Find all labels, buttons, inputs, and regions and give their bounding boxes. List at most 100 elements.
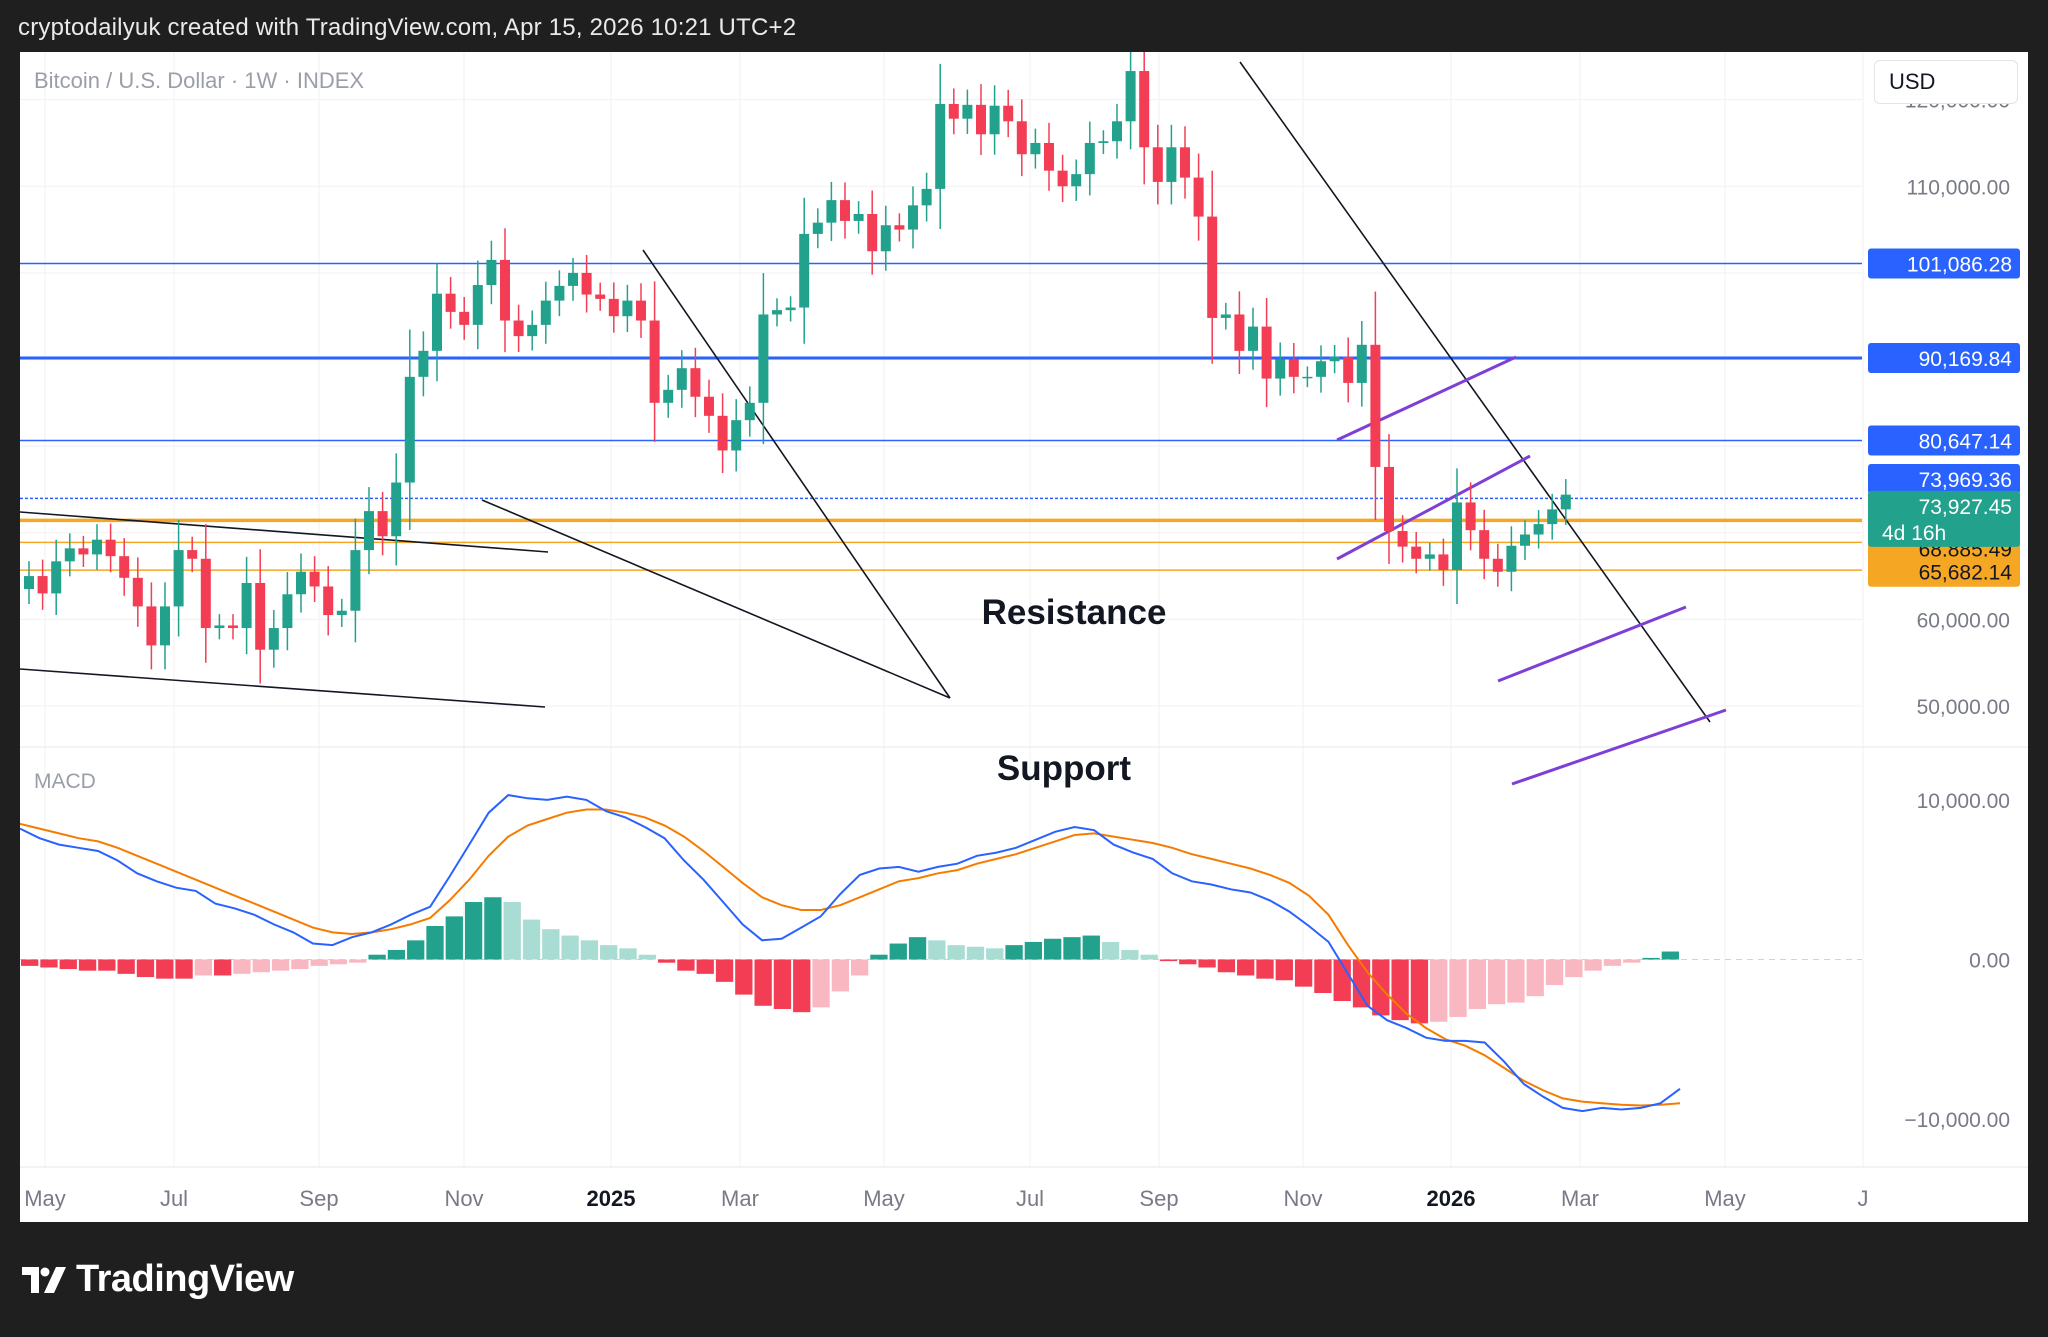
candle — [282, 572, 293, 651]
candle — [1207, 170, 1218, 364]
macd-histogram-bar — [1024, 941, 1043, 960]
time-tick-label: Nov — [444, 1186, 483, 1211]
macd-histogram-bar — [1275, 959, 1293, 981]
candle — [37, 559, 48, 610]
candle — [500, 228, 510, 353]
candle-body — [51, 561, 62, 594]
time-tick-label: May — [24, 1186, 66, 1211]
candle — [527, 310, 538, 351]
candlestick-chart[interactable]: MACD 10,000.00 0.00 −10,000.00 Resistance Su… — [20, 52, 2028, 1222]
candle — [1384, 434, 1394, 564]
candle-body — [1057, 170, 1068, 187]
candle — [160, 582, 170, 670]
candle — [391, 453, 402, 566]
candle-body — [1030, 142, 1041, 155]
candle — [1139, 52, 1150, 185]
candle — [1166, 124, 1177, 205]
candle — [812, 208, 823, 249]
candle-body — [1125, 71, 1136, 122]
candle-body — [690, 368, 701, 397]
candle-body — [1547, 509, 1558, 525]
last-price-tag-countdown: 4d 16h — [1882, 522, 1946, 545]
level-tag-2: 80,647.14 — [1919, 431, 2013, 454]
macd-histogram-bar — [310, 959, 328, 966]
candle — [1248, 307, 1258, 370]
macd-histogram-bar — [214, 959, 232, 976]
candle — [364, 487, 374, 575]
macd-histogram-bar — [252, 959, 270, 973]
candle — [554, 270, 565, 317]
macd-histogram-bar — [735, 959, 753, 995]
candle-body — [500, 259, 510, 321]
macd-histogram-bar — [1410, 959, 1429, 1024]
macd-histogram-bar — [1391, 959, 1409, 1021]
macd-histogram-bar — [851, 959, 869, 976]
candle — [649, 281, 660, 443]
candle-body — [1152, 147, 1163, 182]
candle — [92, 524, 102, 570]
candle-body — [486, 259, 497, 286]
horizontal-levels — [20, 262, 1862, 571]
candle — [1329, 345, 1340, 374]
candle — [676, 350, 687, 408]
macd-histogram-bar — [754, 959, 772, 1006]
candle — [622, 284, 633, 333]
candles — [24, 52, 1571, 684]
candle-body — [1411, 546, 1422, 559]
macd-histogram-bar — [407, 940, 425, 960]
time-tick-label: Mar — [721, 1186, 759, 1211]
candle — [268, 610, 279, 668]
level-tag-6-bg — [1868, 556, 2020, 587]
candle — [377, 491, 388, 556]
macd-histogram-bar — [657, 959, 676, 963]
candle-body — [296, 571, 306, 595]
macd-histogram-bar — [1603, 959, 1622, 966]
macd-histogram-bar — [561, 935, 579, 960]
candle — [704, 379, 714, 433]
macd-histogram-bar — [947, 945, 965, 960]
macd-histogram-bar — [1507, 959, 1525, 1003]
candle — [908, 186, 918, 249]
price-tick-label: 60,000.00 — [1917, 609, 2010, 632]
candle — [1084, 121, 1095, 196]
candle-body — [1016, 121, 1027, 155]
candle — [731, 399, 742, 472]
candle — [608, 282, 619, 333]
candle — [241, 556, 252, 655]
candle-body — [64, 548, 75, 562]
candle-body — [323, 586, 334, 616]
candle — [717, 393, 728, 473]
candle — [1547, 493, 1558, 540]
candle — [758, 273, 769, 445]
macd-histogram-bar — [387, 949, 406, 960]
macd-histogram-bar — [1256, 959, 1274, 979]
macd-histogram-bar — [1565, 959, 1583, 978]
candle — [323, 566, 334, 636]
candle-body — [1316, 361, 1326, 377]
candle-body — [1003, 105, 1014, 122]
macd-histogram-bar — [233, 959, 251, 974]
candle-body — [1343, 356, 1354, 383]
candle — [1343, 337, 1354, 403]
macd-histogram-bar — [870, 954, 888, 960]
candle-body — [432, 293, 442, 351]
candle — [826, 181, 837, 241]
macd-histogram-bar — [1487, 959, 1506, 1005]
candle-body — [908, 205, 918, 230]
candle-body — [1492, 558, 1503, 572]
macd-histogram-bar — [117, 959, 135, 974]
chart-area[interactable]: MACD 10,000.00 0.00 −10,000.00 Resistance Su… — [20, 52, 2028, 1222]
candle — [1125, 52, 1136, 150]
candle-body — [1533, 524, 1544, 535]
macd-histogram-bar — [986, 948, 1004, 960]
time-tick-label: May — [1704, 1186, 1746, 1211]
candle-body — [772, 310, 782, 315]
macd-histogram-bar — [1526, 959, 1544, 997]
macd-histogram-bar — [1063, 937, 1081, 960]
currency-button[interactable]: USD — [1874, 60, 2018, 104]
candle-body — [731, 420, 742, 451]
macd-histogram-bar — [908, 937, 927, 960]
candle-body — [1424, 554, 1435, 559]
macd-histogram-bar — [1314, 959, 1332, 994]
candle-body — [1560, 494, 1571, 510]
